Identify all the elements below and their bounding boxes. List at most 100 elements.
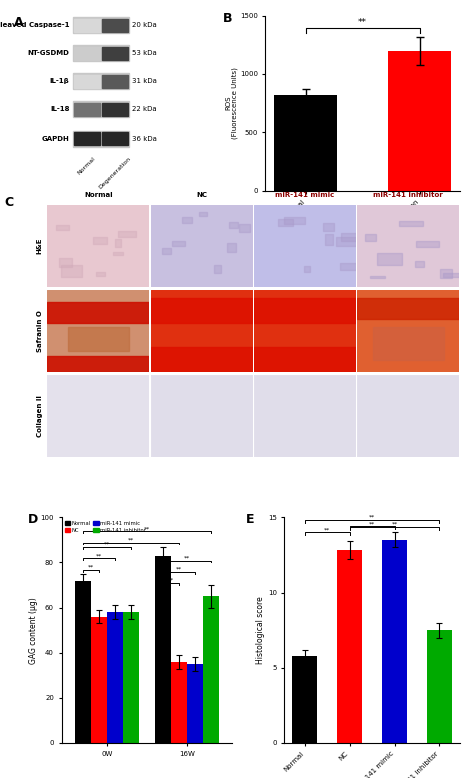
Bar xyxy=(73,101,129,117)
Bar xyxy=(314,223,333,233)
Bar xyxy=(158,204,176,216)
Legend: Normal, NC, miR-141 mimic, miR-141 inhibitor: Normal, NC, miR-141 mimic, miR-141 inhib… xyxy=(64,520,146,534)
Text: **: ** xyxy=(176,566,182,572)
Bar xyxy=(136,220,145,226)
Bar xyxy=(73,131,129,147)
Text: NT-GSDMD: NT-GSDMD xyxy=(27,51,70,56)
Text: **: ** xyxy=(358,18,367,27)
Bar xyxy=(107,612,123,743)
Bar xyxy=(225,252,236,263)
Bar xyxy=(219,231,239,235)
Text: E: E xyxy=(246,513,255,526)
Bar xyxy=(123,612,139,743)
Text: Safranin O: Safranin O xyxy=(36,310,43,352)
Bar xyxy=(319,211,327,216)
Text: 22 kDa: 22 kDa xyxy=(132,107,157,112)
Bar xyxy=(108,265,127,276)
Bar xyxy=(435,227,450,237)
Text: **: ** xyxy=(369,521,375,526)
Bar xyxy=(382,540,407,743)
Text: **: ** xyxy=(369,514,375,520)
Text: GAPDH: GAPDH xyxy=(42,136,70,142)
Bar xyxy=(105,265,118,268)
Text: D: D xyxy=(27,513,38,526)
Text: **: ** xyxy=(88,565,94,569)
Bar xyxy=(427,630,452,743)
Bar xyxy=(373,327,444,359)
Bar xyxy=(277,214,283,217)
Bar xyxy=(91,617,107,743)
Text: Normal: Normal xyxy=(77,156,97,175)
Bar xyxy=(100,216,110,224)
Bar xyxy=(102,47,128,60)
Text: 36 kDa: 36 kDa xyxy=(132,136,157,142)
Bar xyxy=(357,299,459,319)
Bar xyxy=(73,132,100,145)
Bar xyxy=(151,299,253,323)
Bar xyxy=(384,223,405,225)
Bar xyxy=(102,103,128,116)
Text: miR-141 inhibitor: miR-141 inhibitor xyxy=(374,192,443,198)
Text: 31 kDa: 31 kDa xyxy=(132,79,157,84)
Text: **: ** xyxy=(96,553,102,558)
Bar xyxy=(102,132,128,145)
Bar xyxy=(408,217,424,221)
Bar xyxy=(239,208,249,218)
Bar xyxy=(292,656,317,743)
Bar xyxy=(434,220,444,230)
Bar xyxy=(47,356,149,372)
Text: H&E: H&E xyxy=(36,238,43,254)
Text: **: ** xyxy=(168,578,174,583)
Text: Cleaved Caspase-1: Cleaved Caspase-1 xyxy=(0,23,70,28)
Bar xyxy=(73,264,87,267)
Bar xyxy=(337,551,362,743)
Bar xyxy=(73,103,100,116)
Text: 53 kDa: 53 kDa xyxy=(132,51,157,56)
Text: IL-1β: IL-1β xyxy=(50,79,70,84)
Bar xyxy=(110,227,130,239)
Bar xyxy=(73,75,100,88)
Bar xyxy=(388,51,451,191)
Bar xyxy=(155,555,171,743)
Text: B: B xyxy=(223,12,232,25)
Bar xyxy=(151,347,253,372)
Bar xyxy=(75,580,91,743)
Bar xyxy=(254,299,356,323)
Bar xyxy=(73,45,129,61)
Bar xyxy=(73,17,129,33)
Bar xyxy=(73,73,129,89)
Bar xyxy=(171,662,187,743)
Y-axis label: GAG content (μg): GAG content (μg) xyxy=(29,597,38,664)
Bar xyxy=(187,664,203,743)
Bar xyxy=(57,260,69,265)
Bar xyxy=(318,265,334,274)
Text: 20 kDa: 20 kDa xyxy=(132,23,157,28)
Bar xyxy=(122,264,143,275)
Bar xyxy=(254,347,356,372)
Text: NC: NC xyxy=(196,192,207,198)
Bar xyxy=(73,19,100,32)
Bar xyxy=(406,228,427,231)
Text: A: A xyxy=(14,16,24,29)
Bar xyxy=(73,47,100,60)
Bar xyxy=(313,229,320,237)
Bar xyxy=(405,225,429,231)
Bar xyxy=(265,207,283,219)
Text: Degeneration: Degeneration xyxy=(98,156,132,190)
Y-axis label: Histological score: Histological score xyxy=(256,596,265,664)
Text: miR-141 mimic: miR-141 mimic xyxy=(275,192,335,198)
Text: **: ** xyxy=(184,555,190,560)
Text: C: C xyxy=(5,196,14,209)
Text: **: ** xyxy=(324,527,330,532)
Text: **: ** xyxy=(128,538,134,542)
Bar xyxy=(209,226,222,237)
Text: **: ** xyxy=(144,526,150,531)
Bar xyxy=(203,596,219,743)
Bar xyxy=(342,258,366,269)
Bar xyxy=(68,327,129,352)
Bar xyxy=(102,19,128,32)
Bar xyxy=(418,205,437,215)
Text: Normal: Normal xyxy=(84,192,113,198)
Text: IL-18: IL-18 xyxy=(50,107,70,112)
Text: **: ** xyxy=(392,522,398,527)
